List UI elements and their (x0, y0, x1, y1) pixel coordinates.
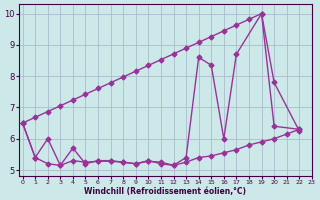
X-axis label: Windchill (Refroidissement éolien,°C): Windchill (Refroidissement éolien,°C) (84, 187, 246, 196)
